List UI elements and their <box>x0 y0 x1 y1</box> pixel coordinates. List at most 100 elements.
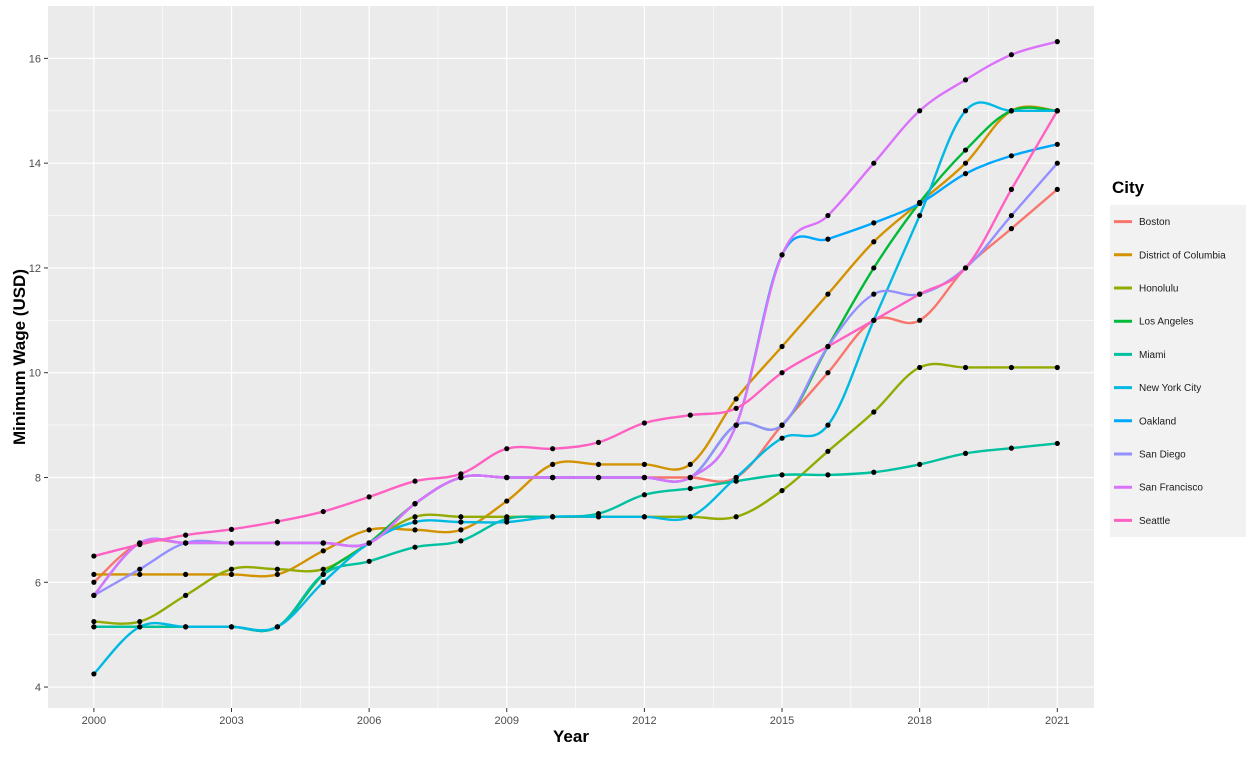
data-point-san-francisco <box>595 474 602 481</box>
data-point-seattle <box>366 494 372 500</box>
data-point-miami <box>825 472 831 478</box>
data-point-seattle <box>687 412 693 418</box>
x-axis-title: Year <box>553 727 589 746</box>
data-point-seattle <box>733 405 739 411</box>
y-tick-label: 10 <box>29 368 41 380</box>
data-point-honolulu <box>183 592 189 598</box>
x-tick-label: 2018 <box>907 715 931 727</box>
data-point-san-francisco <box>962 77 969 83</box>
data-point-oakland <box>1054 141 1060 147</box>
data-point-new-york-city <box>137 624 143 630</box>
data-point-seattle <box>962 265 969 271</box>
data-point-san-francisco <box>458 474 464 481</box>
data-point-honolulu <box>1008 364 1015 371</box>
y-axis-title: Minimum Wage (USD) <box>10 269 29 445</box>
data-point-san-francisco <box>274 540 280 546</box>
data-point-boston <box>825 370 831 376</box>
data-point-honolulu <box>917 364 923 371</box>
data-point-district-of-columbia <box>137 571 143 578</box>
data-point-district-of-columbia <box>962 160 969 166</box>
legend-items: Boston District of Columbia Honolulu Los An… <box>1110 205 1246 537</box>
data-point-honolulu <box>825 448 831 454</box>
data-point-honolulu <box>228 566 235 572</box>
x-tick-label: 2009 <box>495 715 519 727</box>
data-point-san-francisco <box>779 252 785 258</box>
data-point-san-francisco <box>825 212 831 219</box>
legend-label-seattle: Seattle <box>1139 516 1171 527</box>
data-point-oakland <box>825 236 831 242</box>
data-point-district-of-columbia <box>641 461 648 467</box>
data-point-seattle <box>412 478 418 484</box>
data-point-honolulu <box>733 514 739 520</box>
data-point-new-york-city <box>550 514 556 520</box>
data-point-san-francisco <box>228 540 235 546</box>
data-point-san-diego <box>871 291 877 297</box>
data-point-district-of-columbia <box>91 571 97 578</box>
x-tick-label: 2012 <box>632 715 656 727</box>
data-point-new-york-city <box>183 624 189 630</box>
data-point-miami <box>641 492 648 498</box>
data-point-new-york-city <box>825 422 831 428</box>
data-point-miami <box>687 485 693 492</box>
data-point-san-francisco <box>1054 39 1060 45</box>
data-point-district-of-columbia <box>366 527 372 533</box>
data-point-boston <box>91 579 97 585</box>
data-point-seattle <box>779 370 785 376</box>
data-point-san-francisco <box>412 501 418 507</box>
data-point-san-francisco <box>91 592 97 598</box>
data-point-miami <box>412 544 418 550</box>
data-point-boston <box>1054 186 1060 192</box>
data-point-seattle <box>1008 186 1015 192</box>
y-tick-label: 16 <box>29 53 41 65</box>
data-point-seattle <box>228 526 235 532</box>
legend-label-district-of-columbia: District of Columbia <box>1139 250 1226 261</box>
data-point-new-york-city <box>504 519 510 525</box>
y-tick-label: 4 <box>35 682 41 694</box>
legend-label-boston: Boston <box>1139 217 1170 228</box>
data-point-san-francisco <box>641 474 648 481</box>
data-point-miami <box>1008 445 1015 451</box>
data-point-san-francisco <box>687 474 693 481</box>
data-point-honolulu <box>320 566 326 572</box>
data-point-los-angeles <box>962 147 969 153</box>
data-point-new-york-city <box>687 514 693 520</box>
data-point-new-york-city <box>733 474 739 481</box>
data-point-honolulu <box>412 514 418 520</box>
legend-label-oakland: Oakland <box>1139 416 1176 427</box>
data-point-district-of-columbia <box>871 239 877 245</box>
data-point-seattle <box>183 532 189 538</box>
x-tick-label: 2003 <box>219 715 243 727</box>
data-point-san-francisco <box>320 540 326 546</box>
data-point-honolulu <box>458 514 464 520</box>
x-tick-label: 2006 <box>357 715 381 727</box>
data-point-san-diego <box>137 566 143 572</box>
data-point-seattle <box>550 446 556 452</box>
data-point-honolulu <box>1054 364 1060 371</box>
x-tick-label: 2021 <box>1045 715 1069 727</box>
major-gridlines <box>48 6 1094 708</box>
data-point-honolulu <box>962 364 969 371</box>
data-point-los-angeles <box>871 265 877 271</box>
data-point-san-francisco <box>733 422 739 428</box>
data-point-district-of-columbia <box>228 571 235 578</box>
data-point-seattle <box>917 291 923 297</box>
data-point-new-york-city <box>595 514 602 520</box>
data-point-honolulu <box>91 618 97 625</box>
data-point-seattle <box>137 541 143 548</box>
data-point-san-francisco <box>871 160 877 166</box>
legend-label-miami: Miami <box>1139 350 1166 361</box>
data-point-honolulu <box>137 618 143 625</box>
legend-label-honolulu: Honolulu <box>1139 284 1178 295</box>
data-points <box>91 39 1060 677</box>
data-point-miami <box>320 571 326 578</box>
data-point-boston <box>917 317 923 323</box>
x-axis-ticks: 2000 2003 2006 2009 2012 2015 2018 2021 <box>82 708 1070 727</box>
data-point-new-york-city <box>228 624 235 630</box>
data-point-district-of-columbia <box>274 571 280 578</box>
series-line-district-of-columbia <box>92 105 1059 578</box>
data-point-san-francisco <box>917 108 923 114</box>
data-point-new-york-city <box>1008 108 1015 114</box>
data-point-new-york-city <box>641 514 648 520</box>
data-point-district-of-columbia <box>412 527 418 533</box>
